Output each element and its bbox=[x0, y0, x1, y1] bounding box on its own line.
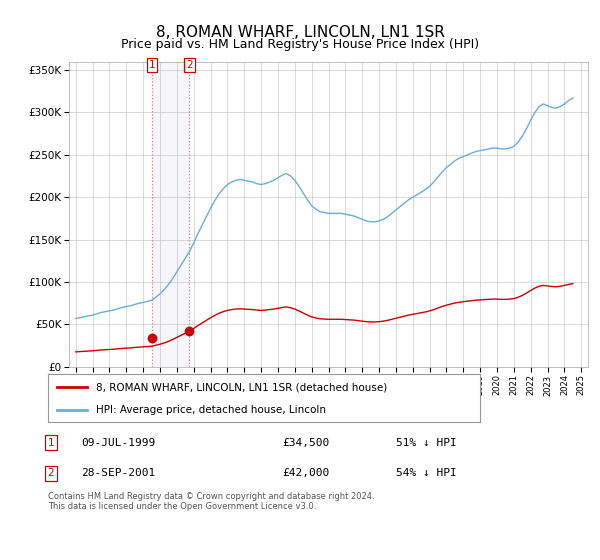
Text: 2: 2 bbox=[186, 60, 193, 70]
Text: 2: 2 bbox=[47, 469, 55, 478]
Text: £42,000: £42,000 bbox=[282, 469, 329, 478]
Text: £34,500: £34,500 bbox=[282, 438, 329, 447]
Text: HPI: Average price, detached house, Lincoln: HPI: Average price, detached house, Linc… bbox=[95, 405, 326, 415]
Text: 8, ROMAN WHARF, LINCOLN, LN1 1SR (detached house): 8, ROMAN WHARF, LINCOLN, LN1 1SR (detach… bbox=[95, 382, 387, 393]
Text: 28-SEP-2001: 28-SEP-2001 bbox=[81, 469, 155, 478]
Text: 09-JUL-1999: 09-JUL-1999 bbox=[81, 438, 155, 447]
Text: 1: 1 bbox=[149, 60, 155, 70]
Text: Contains HM Land Registry data © Crown copyright and database right 2024.
This d: Contains HM Land Registry data © Crown c… bbox=[48, 492, 374, 511]
Text: 8, ROMAN WHARF, LINCOLN, LN1 1SR: 8, ROMAN WHARF, LINCOLN, LN1 1SR bbox=[155, 25, 445, 40]
Text: 1: 1 bbox=[47, 438, 55, 447]
Text: 54% ↓ HPI: 54% ↓ HPI bbox=[396, 469, 457, 478]
Text: Price paid vs. HM Land Registry's House Price Index (HPI): Price paid vs. HM Land Registry's House … bbox=[121, 38, 479, 51]
Text: 51% ↓ HPI: 51% ↓ HPI bbox=[396, 438, 457, 447]
Bar bbox=[152, 62, 190, 367]
